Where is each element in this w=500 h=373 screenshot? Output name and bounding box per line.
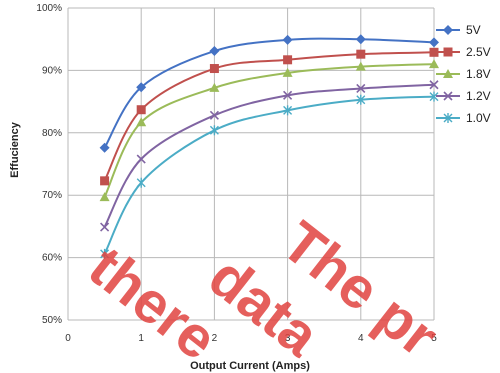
watermark: there data The pr (77, 209, 450, 373)
data-point (99, 142, 110, 153)
legend-marker (443, 91, 453, 101)
x-tick-label: 5 (431, 333, 437, 344)
series-line-5v (103, 37, 435, 149)
legend-label: 5V (466, 23, 481, 37)
data-point (356, 94, 366, 105)
data-point (355, 34, 366, 45)
data-point (283, 105, 293, 116)
y-tick-label: 70% (42, 190, 62, 201)
data-point (100, 176, 110, 186)
data-point (136, 117, 147, 127)
y-tick-label: 60% (42, 253, 62, 264)
data-point (356, 49, 366, 59)
data-point (429, 37, 439, 48)
series-markers (99, 34, 439, 259)
series-line-1-8v (103, 63, 435, 198)
legend-marker (443, 69, 453, 78)
data-point (429, 47, 439, 57)
data-point (282, 67, 293, 77)
data-point (100, 248, 110, 259)
data-point (283, 55, 293, 65)
x-tick-label: 2 (212, 333, 218, 344)
legend-marker (443, 47, 453, 57)
data-point (209, 46, 220, 57)
data-point (209, 64, 219, 74)
data-point (136, 177, 146, 188)
data-point (100, 222, 110, 232)
data-point (429, 59, 439, 69)
data-point (136, 154, 146, 164)
y-axis-label: Effuciency (9, 121, 21, 178)
data-point (283, 90, 293, 100)
data-point (136, 105, 146, 115)
legend-label: 1.2V (466, 89, 491, 103)
x-tick-label: 1 (138, 333, 144, 344)
x-tick-label: 0 (65, 333, 71, 344)
series-line-1-2v (103, 83, 435, 228)
x-axis-ticks: 0 1 2 3 4 5 (65, 333, 437, 344)
data-point (209, 82, 220, 92)
y-tick-label: 50% (42, 315, 62, 326)
data-point (99, 192, 110, 202)
legend-label: 1.0V (466, 111, 491, 125)
y-tick-label: 100% (36, 3, 62, 14)
series-line-1-0v (103, 95, 435, 255)
legend-item: 1.8V (436, 67, 491, 81)
legend-marker (443, 113, 453, 123)
series-lines (103, 37, 435, 255)
data-point (355, 61, 366, 71)
y-tick-label: 80% (42, 128, 62, 139)
data-point (209, 110, 219, 120)
legend-item: 2.5V (436, 45, 491, 59)
legend-item: 5V (436, 23, 481, 37)
data-point (136, 82, 147, 93)
y-axis-ticks: 50% 60% 70% 80% 90% 100% (36, 3, 62, 326)
data-point (282, 34, 293, 45)
data-point (356, 83, 366, 94)
legend-item: 1.2V (436, 89, 491, 103)
watermark-text-1: there (77, 234, 229, 373)
data-point (429, 80, 439, 90)
legend-label: 1.8V (466, 67, 491, 81)
data-point (429, 91, 439, 102)
data-point (209, 125, 219, 136)
legend: 5V 2.5V 1.8V 1.2V 1.0V (436, 23, 491, 125)
series-line-2-5v (103, 51, 435, 182)
legend-item: 1.0V (436, 111, 491, 125)
x-tick-label: 3 (285, 333, 291, 344)
x-tick-label: 4 (358, 333, 364, 344)
legend-label: 2.5V (466, 45, 491, 59)
legend-marker (443, 25, 453, 35)
x-axis-label: Output Current (Amps) (190, 360, 310, 372)
y-tick-label: 90% (42, 65, 62, 76)
